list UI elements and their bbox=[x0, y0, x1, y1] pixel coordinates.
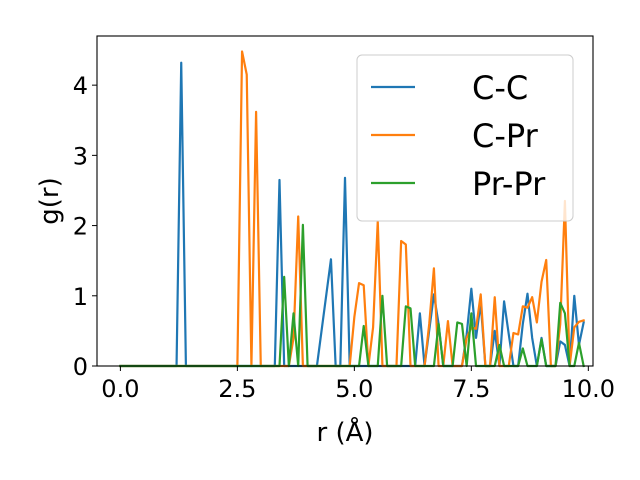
legend: C-C C-Pr Pr-Pr bbox=[356, 54, 574, 222]
x-tick-label: 0.0 bbox=[101, 375, 139, 403]
x-tick-label: 7.5 bbox=[452, 375, 490, 403]
plot-frame bbox=[96, 35, 594, 367]
y-tick-label: 4 bbox=[73, 72, 88, 100]
x-tick-label: 5.0 bbox=[335, 375, 373, 403]
y-tick-label: 3 bbox=[73, 142, 88, 170]
legend-label-c-pr: C-Pr bbox=[472, 117, 539, 155]
x-axis-label: r (Å) bbox=[316, 416, 373, 448]
x-axis-ticks: 0.0 2.5 5.0 7.5 10.0 bbox=[101, 366, 615, 403]
y-tick-label: 1 bbox=[73, 283, 88, 311]
y-tick-label: 0 bbox=[73, 353, 88, 381]
series-line-c-pr bbox=[119, 50, 586, 368]
x-tick-label: 10.0 bbox=[562, 375, 615, 403]
legend-box bbox=[356, 54, 574, 222]
y-axis-label: g(r) bbox=[35, 177, 65, 224]
legend-label-pr-pr: Pr-Pr bbox=[472, 165, 546, 203]
x-tick-label: 2.5 bbox=[218, 375, 256, 403]
y-axis-ticks: 0 1 2 3 4 bbox=[73, 72, 97, 381]
legend-label-c-c: C-C bbox=[472, 69, 528, 107]
y-tick-label: 2 bbox=[73, 213, 88, 241]
